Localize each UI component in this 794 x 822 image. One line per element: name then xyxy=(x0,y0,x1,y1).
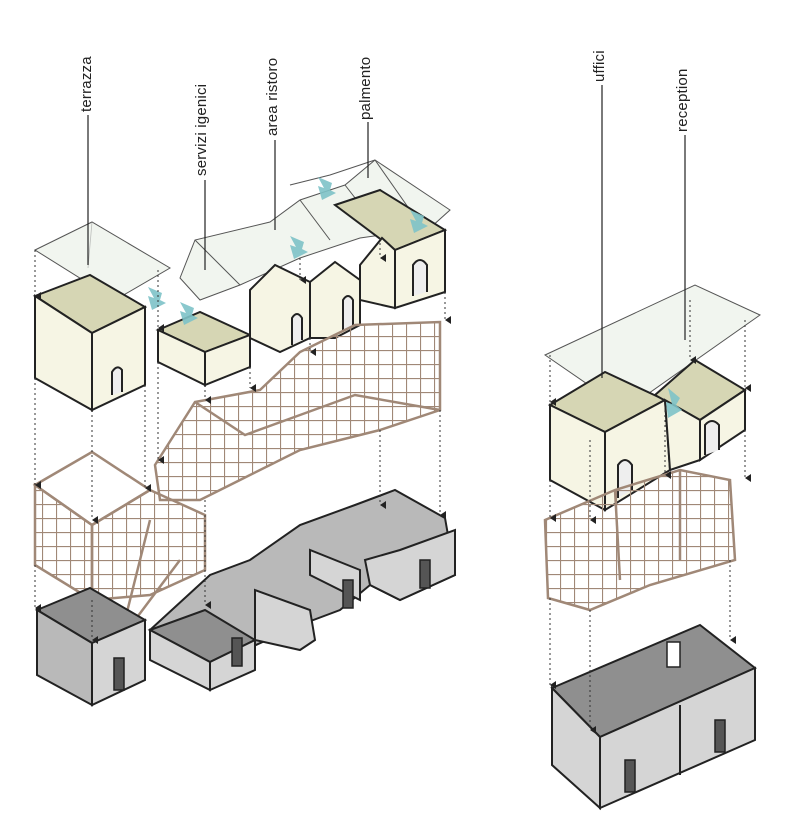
label-leaders-right xyxy=(601,85,686,378)
uffici-base xyxy=(550,623,757,811)
label-uffici: uffici xyxy=(591,50,608,82)
servizi-module xyxy=(155,310,253,387)
reception-module xyxy=(653,358,747,472)
terrazza-base xyxy=(34,586,148,707)
uffici-frame xyxy=(543,468,737,612)
label-reception: reception xyxy=(674,68,691,132)
rain-arrow-icon xyxy=(148,177,428,325)
dotted-connectors-left xyxy=(34,238,451,644)
terrazza-upper-module xyxy=(32,273,148,412)
rain-arrow-icon-right xyxy=(666,388,682,418)
label-area-ristoro: area ristoro xyxy=(264,57,281,136)
palmento-module xyxy=(332,188,448,310)
label-servizi-igenici: servizi igenici xyxy=(193,83,210,176)
label-terrazza: terrazza xyxy=(78,56,95,112)
label-leaders xyxy=(87,115,369,270)
label-palmento: palmento xyxy=(357,56,374,120)
main-base xyxy=(147,488,457,692)
uffici-module xyxy=(547,370,672,512)
dotted-connectors-right xyxy=(549,300,751,734)
